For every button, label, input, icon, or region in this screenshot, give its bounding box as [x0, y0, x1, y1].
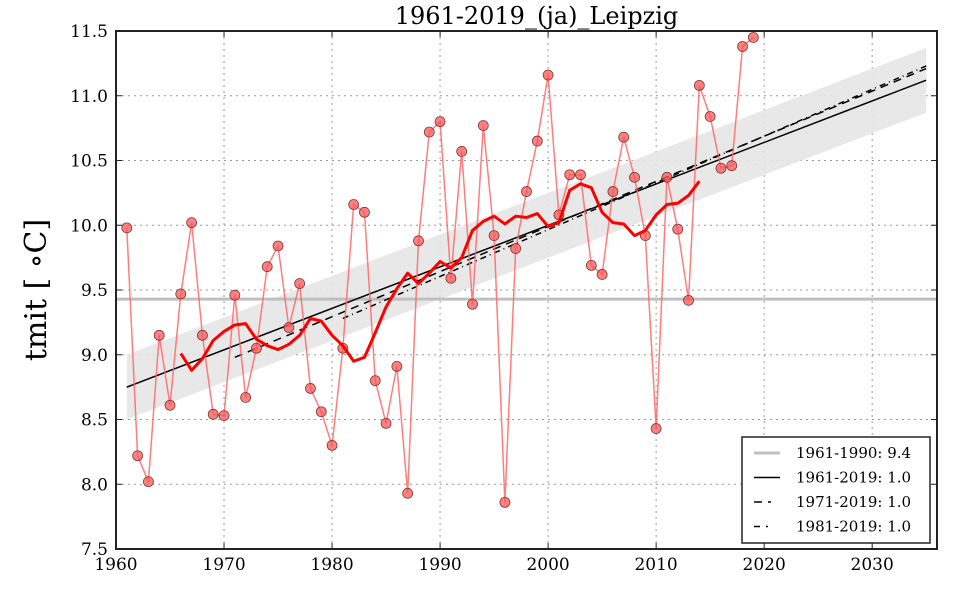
data-point — [629, 171, 640, 183]
legend-box — [741, 436, 931, 544]
data-point — [726, 160, 738, 172]
trend-line-dashdot — [342, 65, 927, 320]
data-point — [261, 261, 273, 273]
data-point — [575, 169, 586, 181]
data-point — [240, 392, 252, 403]
data-point — [197, 329, 208, 341]
data-point — [175, 288, 187, 300]
data-point — [186, 217, 198, 229]
legend-label: 1981-2019: 1.0 — [796, 518, 911, 536]
data-point — [715, 162, 727, 174]
y-tick-label: 11.0 — [70, 87, 108, 107]
data-point — [661, 171, 673, 183]
data-point — [456, 146, 468, 157]
data-point — [531, 135, 543, 147]
data-point — [294, 278, 306, 289]
data-point — [704, 111, 716, 122]
moving-average-line — [179, 180, 701, 372]
moving-average-series — [179, 180, 701, 372]
x-tick-label: 2010 — [634, 555, 677, 575]
y-axis-label: tmit [ ∘C] — [19, 219, 54, 361]
data-point — [413, 235, 424, 247]
x-tick-label: 1990 — [418, 555, 461, 575]
x-tick-label: 1960 — [94, 555, 137, 575]
x-tick-label: 2030 — [851, 555, 894, 575]
data-point — [564, 169, 576, 181]
data-point — [747, 32, 759, 43]
data-point — [251, 342, 262, 354]
data-point — [143, 476, 154, 488]
data-point — [348, 199, 360, 210]
trend-line-solid — [126, 79, 927, 388]
data-point — [693, 79, 705, 91]
data-point — [596, 269, 608, 280]
x-tick-label: 2020 — [743, 555, 786, 575]
data-point — [585, 259, 597, 271]
data-point — [229, 289, 241, 301]
legend-label: 1961-1990: 9.4 — [796, 444, 911, 462]
data-point — [153, 329, 165, 341]
data-point — [121, 222, 133, 234]
data-point — [132, 450, 144, 462]
data-point — [445, 272, 457, 284]
data-point — [650, 423, 662, 434]
data-point — [672, 223, 684, 235]
y-tick-label: 11.5 — [70, 22, 108, 42]
data-point — [510, 243, 522, 254]
data-point — [283, 322, 295, 333]
data-point — [607, 186, 619, 197]
data-point — [423, 126, 435, 138]
data-point — [477, 120, 489, 131]
legend-label: 1971-2019: 1.0 — [796, 493, 911, 511]
data-point — [488, 230, 500, 242]
legend-label: 1961-2019: 1.0 — [796, 469, 911, 487]
x-tick-label: 1980 — [310, 555, 353, 575]
annual-series — [121, 32, 759, 508]
y-tick-label: 7.5 — [81, 540, 108, 560]
data-point — [402, 487, 414, 499]
y-tick-label: 9.0 — [81, 346, 108, 366]
y-tick-label: 10.5 — [70, 152, 108, 172]
data-point — [315, 406, 327, 418]
data-point — [305, 383, 316, 394]
data-point — [380, 417, 392, 429]
data-point — [467, 298, 478, 310]
y-axis-ticks: 7.5 8.0 8.5 9.0 9.5 10.0 10.5 11.0 11.5 — [70, 22, 937, 560]
x-tick-label: 1970 — [202, 555, 245, 575]
x-tick-label: 2000 — [526, 555, 569, 575]
data-point — [359, 206, 370, 218]
trend-lines — [126, 65, 927, 388]
data-point — [683, 294, 694, 306]
y-tick-label: 8.5 — [81, 411, 108, 431]
data-point — [218, 410, 230, 422]
data-point — [618, 131, 630, 143]
data-point — [737, 41, 748, 52]
data-point — [207, 408, 219, 420]
data-point — [542, 69, 554, 81]
data-point — [164, 399, 176, 411]
data-point — [391, 361, 403, 372]
legend: 1961-1990: 9.4 1961-2019: 1.0 1971-2019: 1… — [741, 436, 931, 544]
y-tick-label: 9.5 — [81, 281, 108, 301]
data-point — [369, 375, 381, 387]
data-point — [434, 116, 446, 128]
data-point — [272, 240, 284, 252]
y-tick-label: 8.0 — [81, 475, 108, 495]
x-axis-ticks: 1960 1970 1980 1990 2000 2010 2020 2030 — [94, 31, 894, 575]
data-point — [326, 439, 338, 451]
data-point — [499, 496, 511, 508]
chart-title: 1961-2019_(ja)_Leipzig — [395, 2, 679, 30]
data-point — [521, 186, 532, 197]
y-tick-label: 10.0 — [70, 216, 108, 236]
